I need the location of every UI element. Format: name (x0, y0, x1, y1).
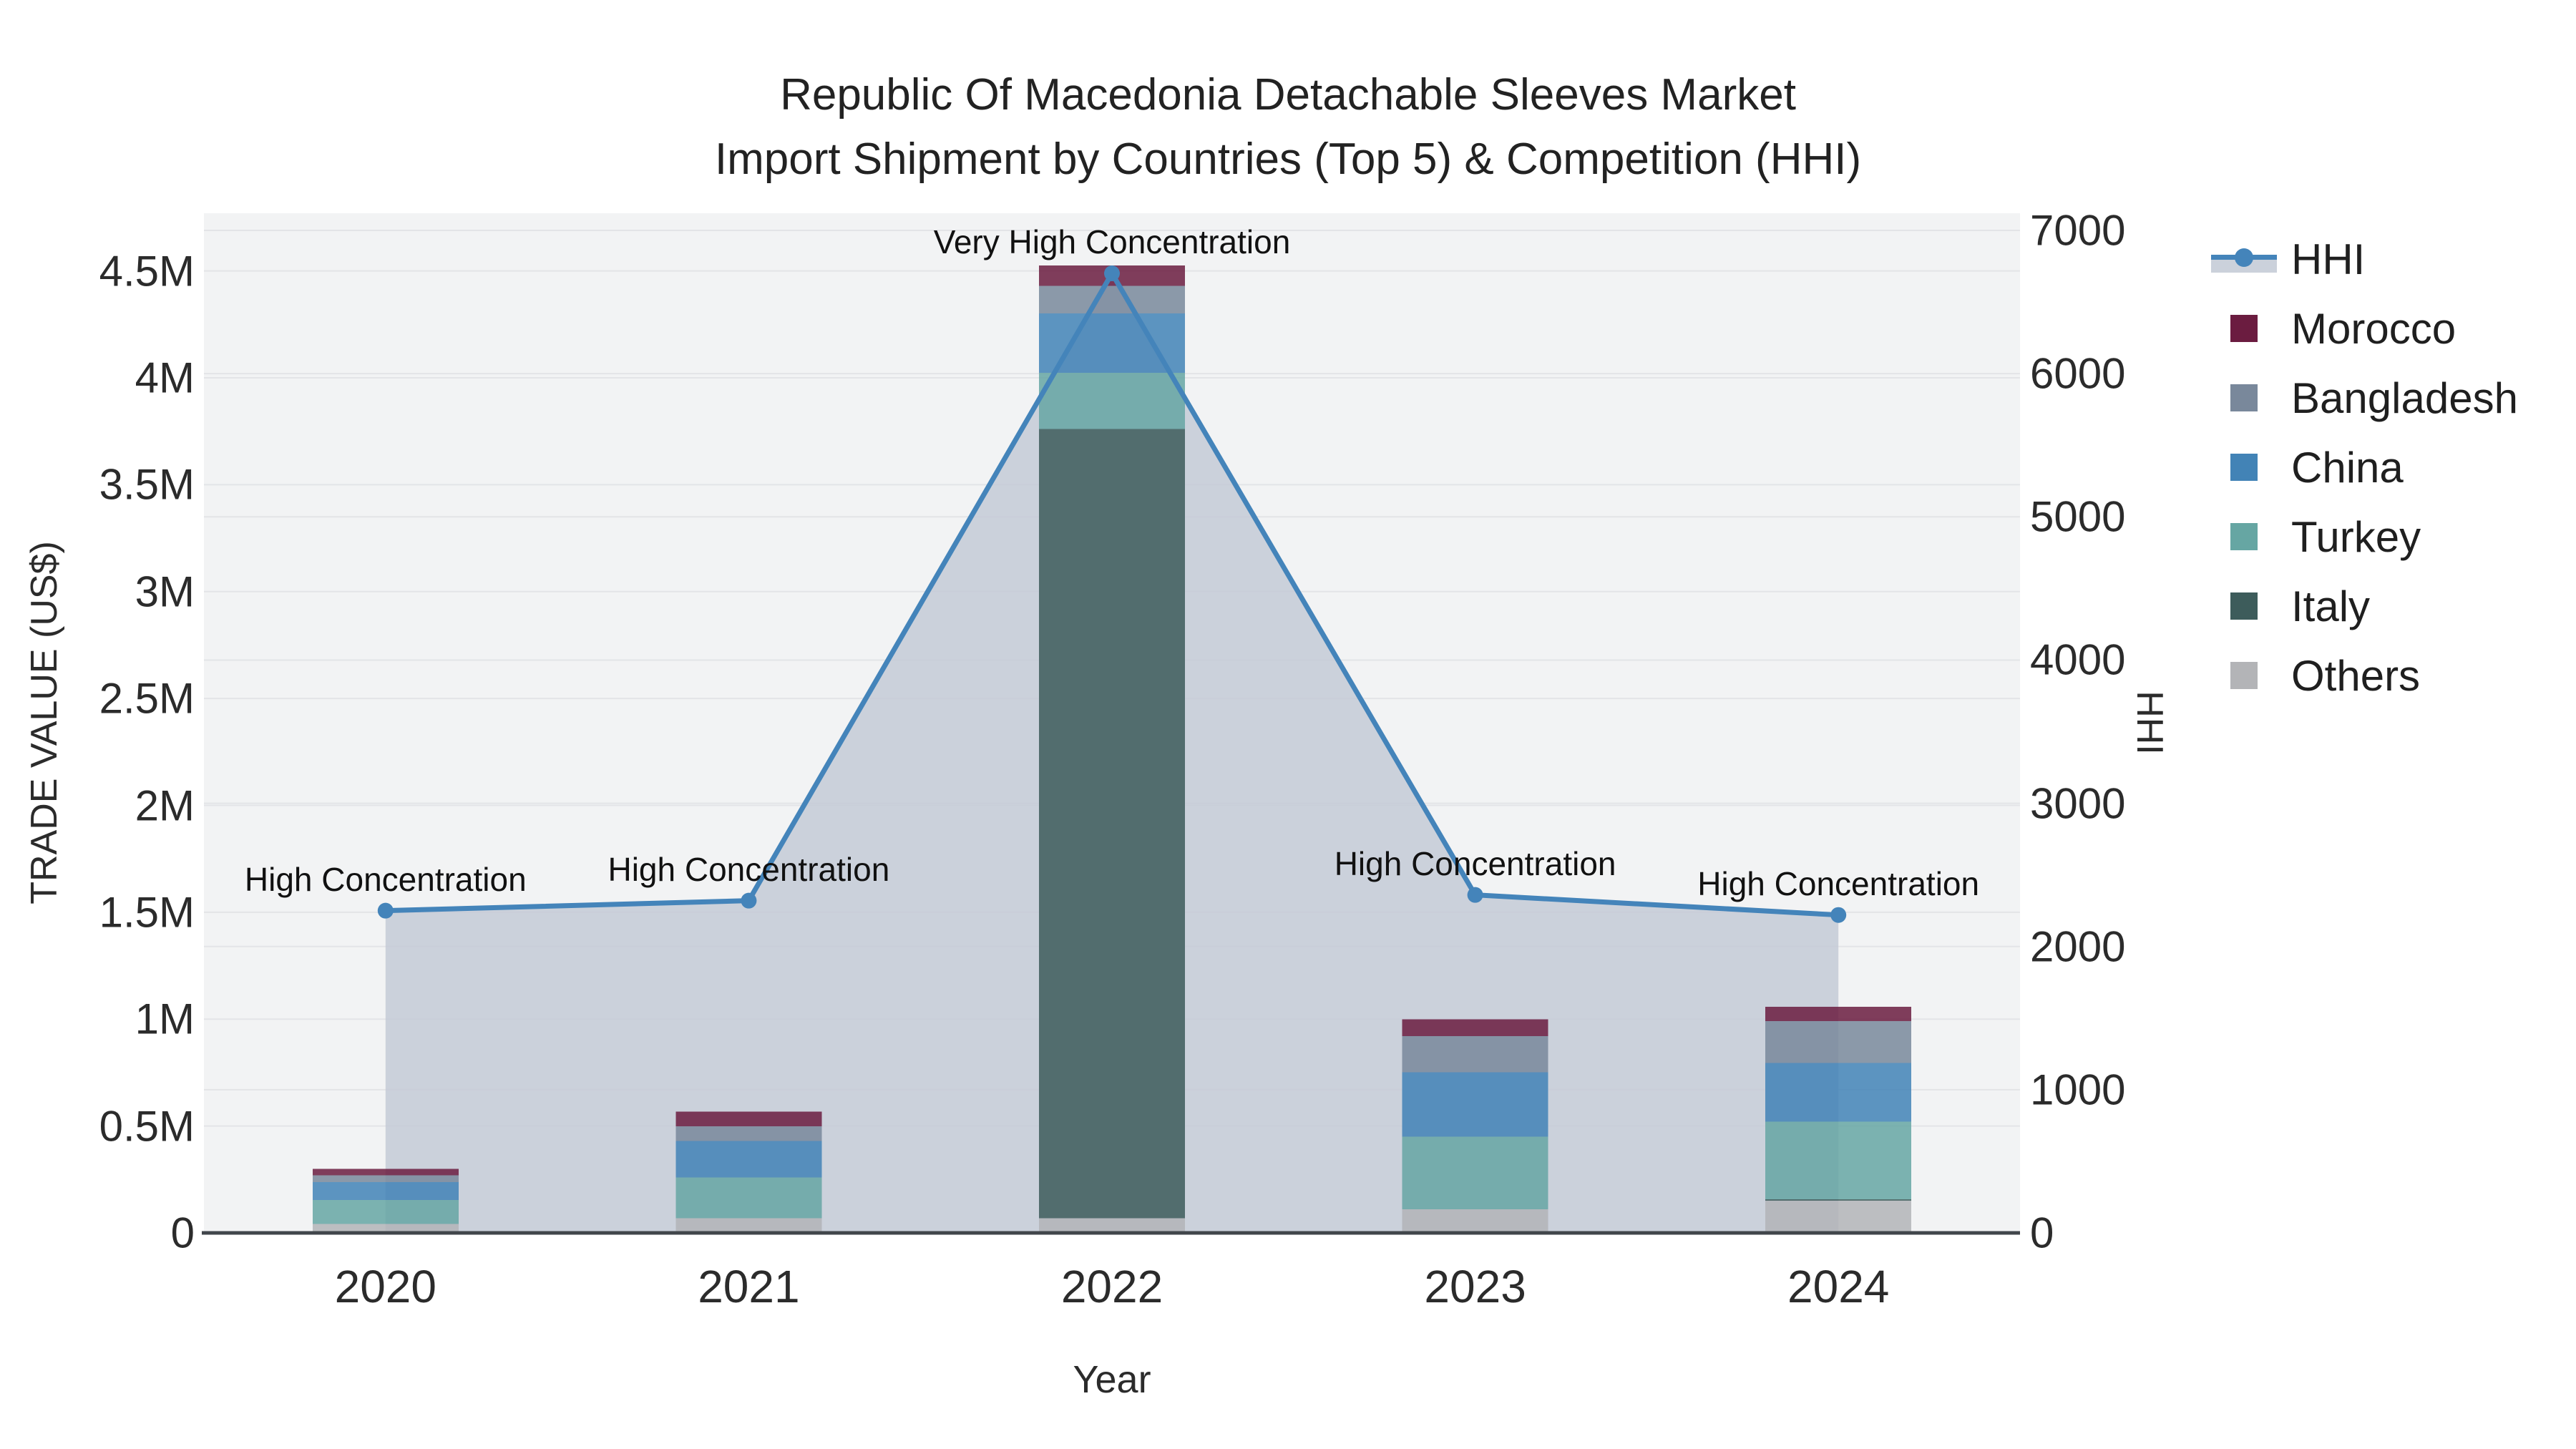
bar-segment-china-2024[interactable] (1765, 1063, 1912, 1122)
y-left-tick-label: 1.5M (99, 888, 195, 937)
annotation-2024: High Concentration (1697, 864, 1980, 902)
legend-swatch-icon (2207, 502, 2291, 571)
y-left-tick-label: 0.5M (99, 1102, 195, 1151)
bar-segment-turkey-2020[interactable] (312, 1199, 459, 1224)
x-tick-label-2020: 2020 (334, 1261, 436, 1312)
legend-color-swatch-morocco (2230, 315, 2258, 342)
legend-label: HHI (2291, 235, 2366, 283)
bar-segment-china-2021[interactable] (675, 1141, 822, 1178)
hhi-point-2023[interactable] (1467, 887, 1483, 903)
bar-segment-italy-2022[interactable] (1039, 429, 1185, 1219)
bar-segment-morocco-2023[interactable] (1402, 1019, 1548, 1037)
y-right-tick-label: 0 (2030, 1209, 2054, 1257)
legend-item-china[interactable]: China (2207, 433, 2404, 502)
annotation-2023: High Concentration (1334, 844, 1616, 882)
annotation-2021: High Concentration (608, 850, 890, 888)
chart-title: Republic Of Macedonia Detachable Sleeves… (644, 63, 1932, 192)
legend-swatch-icon (2207, 641, 2291, 710)
bar-segment-turkey-2024[interactable] (1765, 1121, 1912, 1199)
bar-segment-morocco-2021[interactable] (675, 1111, 822, 1126)
bar-segment-china-2023[interactable] (1402, 1072, 1548, 1137)
bar-segment-others-2022[interactable] (1039, 1218, 1185, 1233)
y-left-tick-label: 3.5M (99, 460, 195, 509)
x-tick-label-2022: 2022 (1060, 1261, 1163, 1312)
chart-title-line2: Import Shipment by Countries (Top 5) & C… (714, 135, 1862, 184)
y-right-tick-label: 1000 (2030, 1065, 2126, 1114)
legend-color-swatch-italy (2230, 592, 2258, 620)
bar-segment-morocco-2020[interactable] (312, 1169, 459, 1176)
legend-label: Italy (2291, 582, 2371, 630)
y-left-tick-label: 4.5M (99, 247, 195, 296)
bar-segment-bangladesh-2020[interactable] (312, 1175, 459, 1182)
hhi-line-legend-marker-icon (2207, 225, 2291, 293)
y-right-tick-label: 7000 (2030, 206, 2126, 255)
x-axis-title: Year (1073, 1358, 1151, 1401)
x-tick-label-2023: 2023 (1424, 1261, 1526, 1312)
bar-segment-others-2024[interactable] (1765, 1201, 1912, 1233)
y-left-tick-label: 4M (135, 353, 195, 402)
legend-label: China (2291, 443, 2404, 492)
y-left-tick-label: 2M (135, 781, 195, 830)
bar-segment-morocco-2024[interactable] (1765, 1007, 1912, 1022)
legend-item-italy[interactable]: Italy (2207, 572, 2370, 640)
y-left-tick-label: 0 (170, 1209, 195, 1257)
legend-swatch-icon (2207, 294, 2291, 363)
bar-segment-china-2022[interactable] (1039, 313, 1185, 374)
bar-segment-turkey-2022[interactable] (1039, 373, 1185, 429)
bar-segment-others-2021[interactable] (675, 1218, 822, 1233)
legend-swatch-icon (2207, 364, 2291, 432)
chart-title-line1: Republic Of Macedonia Detachable Sleeves… (780, 70, 1796, 119)
bar-segment-bangladesh-2023[interactable] (1402, 1036, 1548, 1073)
y-right-tick-label: 5000 (2030, 492, 2126, 541)
bar-segment-others-2020[interactable] (312, 1224, 459, 1233)
hhi-point-2024[interactable] (1830, 907, 1847, 923)
y-left-tick-label: 2.5M (99, 674, 195, 723)
legend-label: Bangladesh (2291, 374, 2518, 422)
legend-color-swatch-others (2230, 662, 2258, 689)
legend-item-others[interactable]: Others (2207, 641, 2420, 710)
bar-segment-bangladesh-2022[interactable] (1039, 286, 1185, 313)
y-right-tick-label: 6000 (2030, 349, 2126, 398)
bar-segment-china-2020[interactable] (312, 1181, 459, 1200)
bar-segment-turkey-2021[interactable] (675, 1177, 822, 1219)
legend-color-swatch-turkey (2230, 523, 2258, 550)
legend-label: Morocco (2291, 304, 2457, 353)
legend-swatch-icon (2207, 572, 2291, 640)
y-right-axis-title: HHI (2129, 691, 2170, 755)
legend-label: Turkey (2291, 512, 2421, 561)
legend-color-swatch-china (2230, 454, 2258, 481)
annotation-2020: High Concentration (244, 860, 527, 898)
bar-segment-others-2023[interactable] (1402, 1209, 1548, 1233)
hhi-point-2020[interactable] (377, 902, 394, 919)
bar-segment-italy-2024[interactable] (1765, 1199, 1912, 1201)
legend-color-swatch-bangladesh (2230, 384, 2258, 411)
legend-label: Others (2291, 651, 2421, 700)
hhi-point-2022[interactable] (1104, 265, 1120, 282)
hhi-point-2021[interactable] (741, 892, 757, 909)
legend-item-turkey[interactable]: Turkey (2207, 502, 2421, 571)
y-right-tick-label: 3000 (2030, 779, 2126, 828)
legend-swatch-icon (2207, 433, 2291, 502)
legend-item-morocco[interactable]: Morocco (2207, 294, 2456, 363)
y-right-tick-label: 4000 (2030, 635, 2126, 684)
legend-item-hhi[interactable]: HHI (2207, 225, 2365, 293)
hhi-marker-dot-icon (2235, 248, 2253, 267)
bar-segment-bangladesh-2024[interactable] (1765, 1021, 1912, 1063)
y-left-tick-label: 1M (135, 995, 195, 1043)
legend-item-bangladesh[interactable]: Bangladesh (2207, 364, 2518, 432)
y-right-tick-label: 2000 (2030, 922, 2126, 971)
bar-segment-turkey-2023[interactable] (1402, 1136, 1548, 1210)
x-tick-label-2021: 2021 (698, 1261, 800, 1312)
annotation-2022: Very High Concentration (933, 223, 1291, 261)
bar-segment-bangladesh-2021[interactable] (675, 1126, 822, 1141)
x-tick-label-2024: 2024 (1787, 1261, 1890, 1312)
y-left-tick-label: 3M (135, 567, 195, 616)
